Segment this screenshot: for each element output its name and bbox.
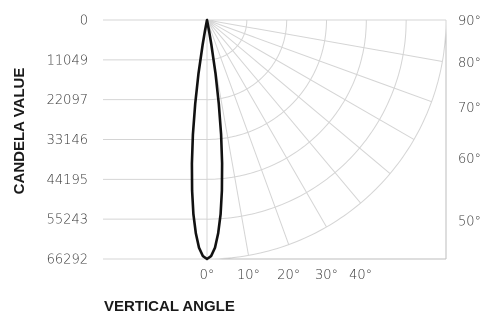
- candela-tick-label: 44195: [47, 173, 88, 188]
- grid-radial-line: [206, 19, 327, 228]
- grid-radial-line: [206, 19, 432, 103]
- grid-ring: [207, 20, 327, 140]
- grid-ring: [206, 19, 407, 220]
- grid-radial-line: [206, 19, 290, 245]
- x-axis-title: VERTICAL ANGLE: [104, 298, 235, 315]
- candela-tick-label: 22097: [47, 93, 88, 108]
- grid-ring: [207, 20, 288, 101]
- y-axis-title: CANDELA VALUE: [11, 68, 28, 195]
- angle-tick-label: 80°: [458, 56, 481, 71]
- grid-layer: [103, 19, 447, 260]
- grid-radial-line: [206, 19, 443, 62]
- candela-tick-label: 33146: [47, 133, 88, 148]
- angle-tick-label: 30°: [315, 268, 338, 283]
- candela-distribution-curve: [190, 18, 224, 261]
- angle-tick-label: 20°: [277, 268, 300, 283]
- candela-tick-label: 0: [80, 14, 88, 29]
- grid-radial-line: [206, 19, 415, 140]
- grid-radial-line: [206, 19, 361, 204]
- candela-tick-label: 66292: [47, 253, 88, 268]
- angle-tick-label: 60°: [458, 152, 481, 167]
- angle-tick-label: 10°: [237, 268, 260, 283]
- angle-tick-label: 40°: [349, 268, 372, 283]
- label-layer: 0 11049 22097 33146 44195 55243 66292 0° 10° 20° 3…: [47, 14, 481, 284]
- curve-layer: [190, 18, 224, 261]
- angle-tick-label: 0°: [200, 268, 215, 283]
- grid-ring: [207, 20, 248, 61]
- grid-radial-line: [206, 19, 391, 174]
- grid-ring: [207, 20, 447, 260]
- candela-tick-label: 11049: [47, 53, 88, 68]
- angle-tick-label: 50°: [458, 215, 481, 230]
- grid-ring: [207, 20, 367, 180]
- angle-tick-label: 70°: [458, 101, 481, 116]
- angle-tick-label: 90°: [458, 14, 481, 29]
- candela-tick-label: 55243: [47, 213, 88, 228]
